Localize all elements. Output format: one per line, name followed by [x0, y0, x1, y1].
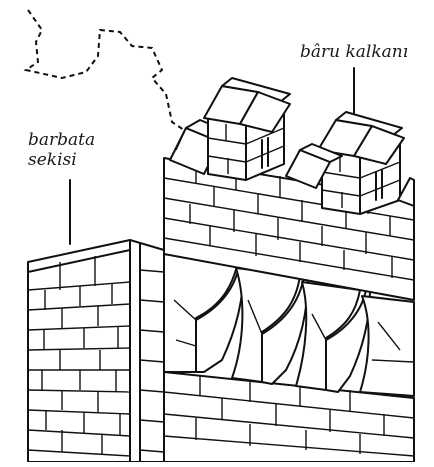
- dashed-upper-outline: [23, 9, 185, 131]
- label-barbata-sekisi: barbata sekisi: [28, 130, 95, 170]
- baru-box-right: [317, 111, 405, 215]
- corbel-row: [163, 253, 415, 397]
- left-tower: [27, 239, 165, 463]
- label-baru-kalkani: bâru kalkanı: [300, 42, 409, 62]
- middle-merlon: [285, 143, 343, 189]
- right-merlon: [397, 177, 415, 207]
- label-barbata-line1: barbata: [28, 130, 96, 150]
- label-barbata-line2: sekisi: [28, 150, 77, 170]
- baru-box-left: [203, 77, 291, 181]
